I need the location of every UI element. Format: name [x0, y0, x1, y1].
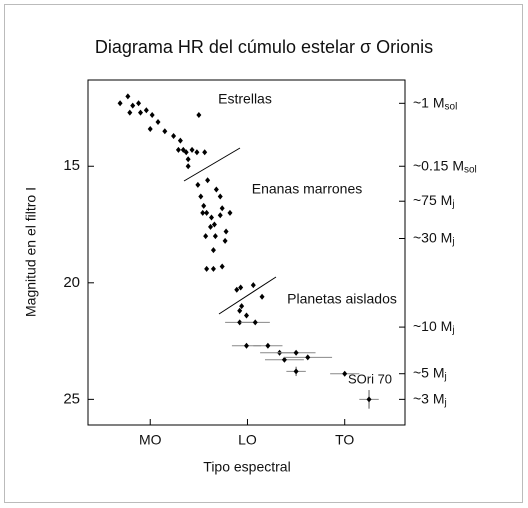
divider-line	[218, 276, 277, 315]
x-axis-label: Tipo espectral	[203, 459, 290, 475]
point	[130, 102, 136, 109]
point	[162, 128, 168, 135]
point	[194, 149, 200, 156]
point	[149, 111, 155, 118]
point	[237, 319, 243, 326]
point	[219, 263, 225, 270]
point	[305, 354, 311, 361]
y2-tick-label: ~30 Mj	[413, 229, 455, 247]
point	[204, 209, 210, 216]
point	[366, 396, 372, 403]
y-tick-label: 15	[63, 157, 80, 174]
y2-tick-text: ~0.15 M	[413, 157, 464, 173]
point	[234, 286, 240, 293]
annotation: Enanas marrones	[252, 181, 363, 197]
point	[208, 214, 214, 221]
point	[259, 293, 265, 300]
y2-tick-sub: j	[451, 236, 454, 247]
annotation: Estrellas	[218, 91, 272, 107]
y2-tick-sub: j	[444, 397, 447, 408]
y2-tick-text: ~10 M	[413, 318, 452, 334]
point	[210, 247, 216, 254]
y-axis-label: Magnitud en el filtro I	[23, 187, 39, 317]
point	[185, 156, 191, 163]
point	[138, 109, 144, 116]
y2-tick-label: ~10 Mj	[413, 318, 455, 336]
y2-tick-text: ~5 M	[413, 364, 445, 380]
point	[237, 307, 243, 314]
point	[244, 342, 249, 349]
point	[223, 228, 229, 235]
y2-tick-sub: j	[451, 199, 454, 210]
y2-tick-label: ~1 Msol	[413, 94, 457, 112]
point	[202, 149, 208, 156]
point	[212, 233, 218, 240]
y2-tick-sub: sol	[464, 164, 477, 175]
point	[117, 100, 123, 107]
point	[136, 100, 142, 107]
point	[177, 137, 183, 144]
y2-tick-label: ~3 Mj	[413, 390, 447, 408]
point	[175, 146, 181, 153]
point	[198, 193, 204, 200]
y2-tick-sub: sol	[445, 101, 458, 112]
point	[217, 212, 223, 219]
point	[143, 107, 149, 114]
point	[211, 221, 217, 228]
divider-line	[183, 147, 241, 182]
y2-tick-text: ~30 M	[413, 229, 452, 245]
point	[250, 282, 256, 289]
point	[252, 319, 258, 326]
point	[205, 177, 211, 184]
point	[244, 312, 249, 319]
y2-tick-sub: j	[451, 325, 454, 336]
point	[195, 181, 201, 188]
point	[208, 223, 214, 230]
x-tick-label: MO	[139, 432, 162, 448]
point	[155, 118, 161, 125]
point	[227, 209, 233, 216]
annotation: Planetas aislados	[287, 291, 397, 307]
point	[265, 342, 271, 349]
y2-tick-text: ~1 M	[413, 94, 445, 110]
point	[196, 111, 202, 118]
y2-tick-label: ~75 Mj	[413, 192, 455, 210]
y2-tick-sub: j	[444, 371, 447, 382]
point	[238, 284, 244, 291]
point	[201, 202, 207, 209]
point	[222, 237, 228, 244]
x-tick-label: LO	[238, 432, 257, 448]
point	[171, 132, 177, 139]
x-tick-label: TO	[335, 432, 354, 448]
plot-frame	[87, 79, 406, 426]
point	[189, 146, 195, 153]
point	[217, 193, 223, 200]
frame	[4, 4, 523, 503]
y-tick-label: 25	[63, 390, 80, 407]
point	[219, 205, 225, 212]
y-tick-label: 20	[63, 274, 80, 291]
point	[200, 209, 206, 216]
point	[239, 303, 245, 310]
y2-tick-label: ~5 Mj	[413, 364, 447, 382]
annotation: SOri 70	[348, 371, 392, 386]
point	[185, 163, 191, 170]
point	[204, 265, 210, 272]
point	[203, 233, 209, 240]
y2-tick-text: ~75 M	[413, 192, 452, 208]
y2-tick-text: ~3 M	[413, 390, 445, 406]
y2-tick-label: ~0.15 Msol	[413, 157, 477, 175]
point	[281, 356, 287, 363]
point	[183, 149, 189, 156]
chart-title: Diagrama HR del cúmulo estelar σ Orionis	[95, 37, 433, 57]
point	[210, 265, 216, 272]
point	[293, 368, 299, 375]
point	[293, 349, 299, 356]
point	[127, 109, 133, 116]
point	[125, 93, 131, 100]
point	[147, 125, 153, 132]
point	[342, 370, 348, 377]
point	[213, 186, 219, 193]
